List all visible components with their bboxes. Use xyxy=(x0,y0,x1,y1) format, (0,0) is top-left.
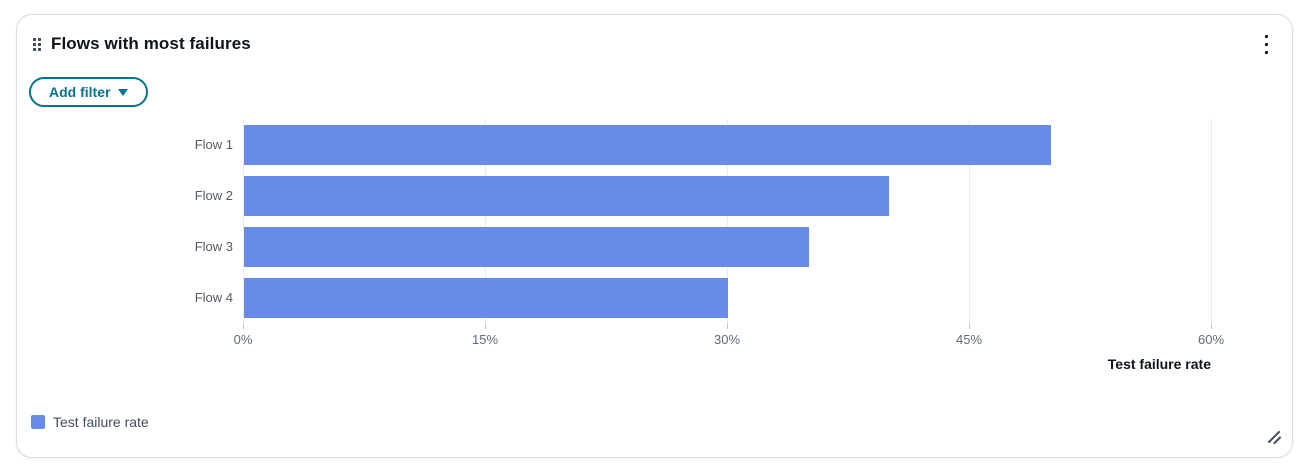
axis-tick-label: 60% xyxy=(1197,332,1225,347)
category-label: Flow 1 xyxy=(194,137,233,152)
x-axis-title: Test failure rate xyxy=(1107,356,1211,372)
add-filter-button[interactable]: Add filter xyxy=(29,77,149,107)
gridline xyxy=(485,119,486,323)
chart-legend: Test failure rate xyxy=(31,414,149,430)
widget-header: Flows with most failures xyxy=(27,31,1282,57)
gridline xyxy=(1211,119,1212,323)
axis-tick-label: 15% xyxy=(471,332,499,347)
add-filter-label: Add filter xyxy=(49,84,111,100)
axis-tick xyxy=(243,323,244,329)
bar-flow-3[interactable] xyxy=(244,227,809,267)
ellipsis-vertical-icon[interactable] xyxy=(1252,30,1280,58)
axis-tick-label: 0% xyxy=(233,332,253,347)
axis-tick-label: 30% xyxy=(713,332,741,347)
bar-chart: 0% 15% 30% 45% 60% Flow 1 Flow 2 Flow 3 Flow 4 T… xyxy=(195,119,1224,389)
category-label: Flow 3 xyxy=(194,239,233,254)
category-label: Flow 2 xyxy=(194,188,233,203)
gridline xyxy=(727,119,728,323)
bar-flow-1[interactable] xyxy=(244,125,1051,165)
axis-tick xyxy=(1211,323,1212,329)
axis-tick xyxy=(485,323,486,329)
caret-down-icon xyxy=(118,88,129,96)
gridline xyxy=(969,119,970,323)
legend-label: Test failure rate xyxy=(53,414,149,430)
legend-swatch xyxy=(31,415,45,429)
widget-title: Flows with most failures xyxy=(51,34,251,53)
gridline xyxy=(243,119,244,323)
plot-area: 0% 15% 30% 45% 60% Flow 1 Flow 2 Flow 3 Flow 4 xyxy=(195,119,1224,347)
axis-tick xyxy=(727,323,728,329)
resize-handle-icon[interactable] xyxy=(1266,429,1282,445)
axis-tick xyxy=(969,323,970,329)
bar-flow-4[interactable] xyxy=(244,278,728,318)
widget-card-flows-with-most-failures: Flows with most failures Add filter 0% 15… xyxy=(16,14,1293,458)
axis-tick-label: 45% xyxy=(955,332,983,347)
drag-handle-icon[interactable] xyxy=(33,37,41,51)
legend-item[interactable]: Test failure rate xyxy=(31,414,149,430)
category-label: Flow 4 xyxy=(194,290,233,305)
bar-flow-2[interactable] xyxy=(244,176,890,216)
